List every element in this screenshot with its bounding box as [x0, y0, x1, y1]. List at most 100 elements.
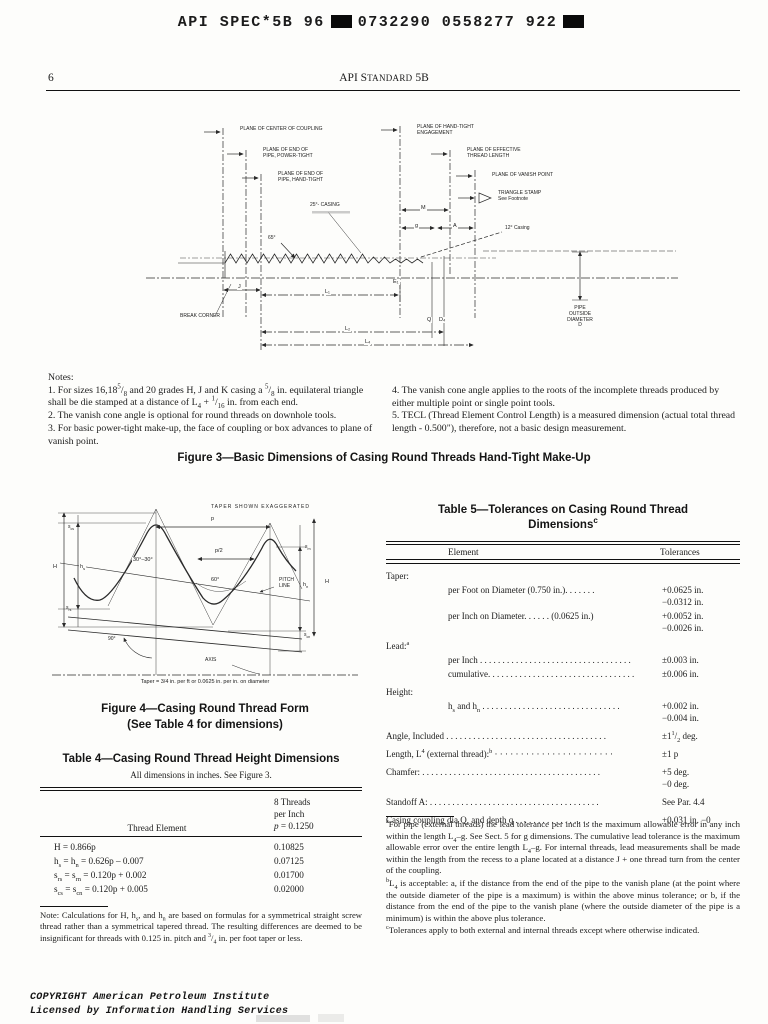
table-row: Casing coupling dia Q, and depth q . . .… [386, 814, 740, 826]
copyright-notice: COPYRIGHT American Petroleum Institute L… [30, 991, 288, 1019]
table5-label: per Inch on Diameter. . . . . . (0.0625 … [448, 610, 594, 621]
label-pipe-od: PIPE OUTSIDE DIAMETER D [567, 305, 593, 329]
notes-left-column: Notes: 1. For sizes 16,185/8 and 20 grad… [48, 372, 378, 448]
copyright-line2: Licensed by Information Handling Service… [30, 1006, 289, 1017]
label-H-right: H [324, 579, 330, 586]
table5-title: Table 5—Tolerances on Casing Round Threa… [437, 504, 689, 531]
table-row: hs and hn . . . . . . . . . . . . . . . … [386, 700, 740, 724]
table4-formula: scs = scn = 0.120p + 0.005 [54, 884, 148, 898]
label-plane-center-coupling: PLANE OF CENTER OF COUPLING [240, 126, 323, 132]
figure3-geometry [146, 126, 678, 352]
value-line: ±1 p [662, 748, 679, 759]
value-line: +0.002 in. [662, 700, 699, 711]
label-plane-effective-thread: PLANE OF EFFECTIVE THREAD LENGTH [467, 147, 521, 159]
value-line: −0 deg. [662, 778, 690, 789]
dim-p2: p/2 [214, 548, 224, 555]
table-row: Standoff A: . . . . . . . . . . . . . . … [386, 796, 740, 808]
table4-col2-line1: 8 Threads [274, 797, 311, 808]
value-line: See Par. 4.4 [662, 796, 705, 807]
table4-value: 0.02000 [274, 884, 304, 895]
table-row: srs = srn = 0.120p + 0.002 0.01700 [40, 868, 362, 884]
dim-E1: E₁ [392, 279, 400, 286]
running-header-title: API STANDARD 5B [0, 72, 768, 84]
table5-value: +0.0052 in. −0.0026 in. [662, 610, 740, 634]
note-4: 4. The vanish cone angle applies to the … [392, 385, 720, 409]
label-taper-note: Taper = 3/4 in. per ft or 0.0625 in. per… [140, 679, 270, 685]
label-taper-exaggerated: TAPER SHOWN EXAGGERATED [211, 504, 310, 510]
dim-J: J [237, 284, 242, 291]
running-header-text: API STANDARD 5B [339, 72, 429, 84]
table5-label: Height: [386, 686, 413, 697]
filled-block-icon [330, 14, 352, 28]
dim-L1: L₁ [324, 289, 331, 296]
label-s-rn: srn [305, 544, 311, 551]
table4-subtitle: All dimensions in inches. See Figure 3. [130, 769, 272, 780]
dim-p: p [210, 516, 216, 523]
label-30-deg: 30°–30° [132, 557, 154, 564]
value-line: −0.0312 in. [662, 596, 704, 607]
table5-value: +5 deg. −0 deg. [662, 766, 740, 790]
label-plane-hand-tight-engagement: PLANE OF HAND-TIGHT ENGAGEMENT [417, 124, 474, 136]
figure4-caption-line1: Figure 4—Casing Round Thread Form [101, 703, 309, 715]
label-pitch-line: PITCH LINE [279, 577, 294, 589]
scan-artifact [318, 1014, 344, 1022]
label-break-corner: BREAK CORNER [180, 313, 221, 319]
footnote-b: bL4 is acceptable: a, if the distance fr… [386, 878, 740, 923]
table4-top-rule [40, 786, 362, 792]
label-h-s: hs [79, 564, 86, 572]
table5-label: Standoff A: . . . . . . . . . . . . . . … [386, 796, 599, 807]
footnote-a: aFor pipe (external threads) the lead to… [386, 819, 741, 876]
table4-formula: H = 0.866p [54, 842, 96, 853]
dim-g: g [414, 223, 420, 230]
figure3-caption: Figure 3—Basic Dimensions of Casing Roun… [177, 452, 591, 464]
label-25-casing: 25°- CASING [310, 202, 340, 208]
value-line: ±0.003 in. [662, 654, 699, 665]
table-row: per Foot on Diameter (0.750 in.). . . . … [386, 584, 740, 608]
table4: Table 4—Casing Round Thread Height Dimen… [40, 752, 362, 945]
label-axis: AXIS [205, 657, 217, 663]
label-90-deg: 90° [108, 636, 116, 642]
table4-formula: srs = srn = 0.120p + 0.002 [54, 870, 147, 884]
note-1: 1. For sizes 16,185/8 and 20 grades H, J… [48, 383, 364, 411]
figure4-geometry [52, 508, 358, 676]
table5-label: Angle, Included . . . . . . . . . . . . … [386, 730, 606, 741]
notes-heading: Notes: [48, 372, 74, 383]
table5-header-row: Element Tolerances [386, 545, 740, 559]
figure4-caption-line2: (See Table 4 for dimensions) [127, 718, 283, 731]
label-65-deg: 65° [268, 235, 276, 241]
table-row: Taper: [386, 570, 740, 582]
label-60-deg: 60° [210, 577, 221, 584]
label-H-left: H [52, 564, 58, 571]
table5-col1-header: Element [448, 547, 479, 558]
table5-label: per Inch . . . . . . . . . . . . . . . .… [448, 654, 631, 665]
table-row: Height: [386, 686, 740, 698]
figure3-diagram: PLANE OF CENTER OF COUPLING PLANE OF END… [28, 112, 740, 364]
value-line: +0.0625 in. [662, 584, 704, 595]
table5: Table 5—Tolerances on Casing Round Threa… [386, 503, 740, 826]
label-plane-end-hand-tight: PLANE OF END OF PIPE, HAND-TIGHT [278, 171, 324, 183]
table-row: Chamfer: . . . . . . . . . . . . . . . .… [386, 766, 740, 790]
note-3: 3. For basic power-tight make-up, the fa… [48, 422, 373, 447]
table5-col2-header: Tolerances [660, 547, 700, 558]
value-line: +0.0052 in. [662, 610, 704, 621]
table5-label: hs and hn . . . . . . . . . . . . . . . … [448, 700, 620, 712]
table4-note-rule [40, 906, 108, 908]
label-h-n: hn [302, 582, 310, 590]
label-plane-vanish-point: PLANE OF VANISH POINT [492, 172, 554, 178]
value-line: −0.004 in. [662, 712, 699, 723]
filled-block-icon [563, 14, 585, 28]
table-row: H = 0.866p 0.10825 [40, 840, 362, 854]
scan-code-line: API SPEC*5B 96 0732290 0558277 922 [0, 14, 768, 31]
table4-col2-line2: per Inch [274, 809, 305, 820]
figure4-diagram: TAPER SHOWN EXAGGERATED p p/2 scs H hs s… [48, 503, 362, 699]
table5-label: Length, L4 (external thread):b · · · · ·… [386, 747, 613, 759]
dim-D4: D₄ [438, 317, 447, 324]
page-number: 6 [48, 72, 54, 84]
table-row: cumulative. . . . . . . . . . . . . . . … [386, 668, 740, 680]
scan-code-right: 0732290 0558277 922 [357, 14, 558, 31]
footnote-rule [386, 816, 454, 817]
footnote-c: cTolerances apply to both external and i… [386, 925, 700, 936]
table5-value: +0.031 in. −0 [662, 814, 740, 826]
note-2: 2. The vanish cone angle is optional for… [48, 410, 337, 422]
table5-label: cumulative. . . . . . . . . . . . . . . … [448, 668, 635, 679]
